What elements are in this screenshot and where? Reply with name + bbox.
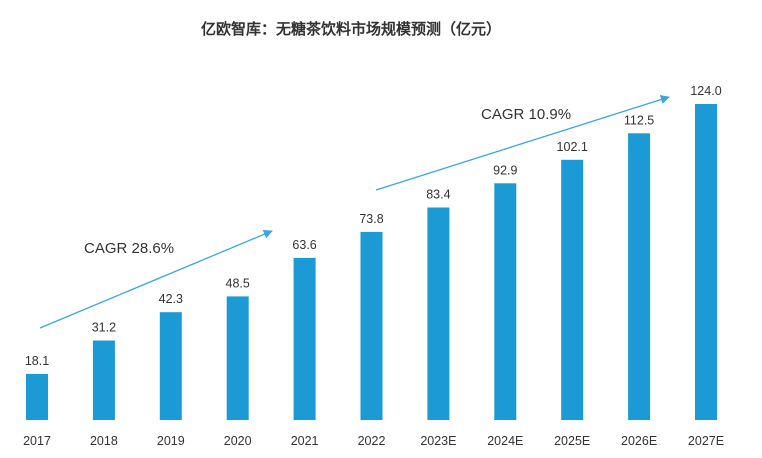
category-label-2022: 2022 [358,434,386,448]
value-label-2020: 48.5 [226,276,250,290]
bar-2026e [628,133,651,421]
bar-2024e [494,183,517,420]
value-label-2022: 73.8 [359,212,383,226]
bar-2018 [92,340,115,420]
category-label-2018: 2018 [90,434,118,448]
bar-2017 [26,373,48,420]
bar-2021 [293,257,316,420]
category-label-2027e: 2027E [688,434,724,448]
value-label-2019: 42.3 [159,292,183,306]
cagr-arrow-1 [39,229,273,329]
value-label-2026e: 112.5 [624,113,654,127]
category-label-2026e: 2026E [621,434,657,448]
value-label-2023e: 83.4 [426,188,450,202]
cagr-label-2: CAGR 10.9% [481,106,571,123]
bar-2025e [561,159,584,421]
value-label-2018: 31.2 [92,321,116,335]
category-label-2025e: 2025E [554,434,590,448]
bar-2022 [360,231,383,420]
category-label-2021: 2021 [291,434,319,448]
category-label-2024e: 2024E [487,434,523,448]
cagr-arrow-2 [375,95,670,191]
bar-2019 [159,312,182,420]
value-label-2024e: 92.9 [493,163,517,177]
category-label-2020: 2020 [224,434,252,448]
category-labels-group: 2017 2018 2019 2020 2021 2022 2023E 2024E 2025E 2… [23,434,724,448]
cagr-annotations-group: CAGR 28.6% CAGR 10.9% [39,95,670,329]
bar-2023e [427,207,450,420]
category-label-2019: 2019 [157,434,185,448]
bar-2027e [695,104,717,420]
category-label-2017: 2017 [23,434,51,448]
category-label-2023e: 2023E [420,434,456,448]
bar-2020 [226,296,249,420]
cagr-label-1: CAGR 28.6% [84,240,174,257]
value-labels-group: 18.1 31.2 42.3 48.5 63.6 73.8 83.4 92.9 102.1 112… [25,84,722,368]
value-label-2025e: 102.1 [557,140,588,154]
bars-group [26,104,717,421]
value-label-2017: 18.1 [25,354,49,368]
value-label-2027e: 124.0 [690,84,721,98]
chart-title: 亿欧智库：无糖茶饮料市场规模预测（亿元） [201,20,501,38]
value-label-2021: 63.6 [292,238,316,252]
